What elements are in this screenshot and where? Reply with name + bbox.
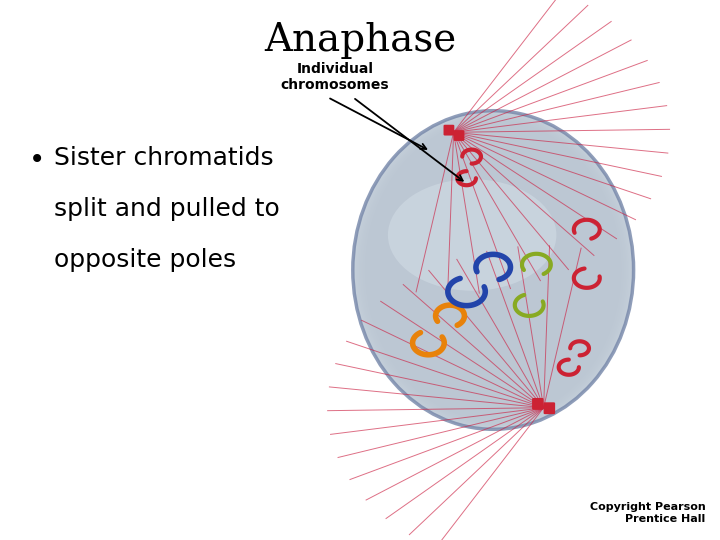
Ellipse shape <box>358 114 629 426</box>
Ellipse shape <box>354 112 632 428</box>
Ellipse shape <box>356 113 630 427</box>
Text: •: • <box>29 146 45 174</box>
Ellipse shape <box>388 179 557 291</box>
Ellipse shape <box>355 112 631 428</box>
Ellipse shape <box>361 117 626 423</box>
Text: Copyright Pearson
Prentice Hall: Copyright Pearson Prentice Hall <box>590 502 706 524</box>
Ellipse shape <box>366 120 621 420</box>
Ellipse shape <box>361 117 625 423</box>
Ellipse shape <box>356 113 630 427</box>
Ellipse shape <box>358 114 629 426</box>
FancyBboxPatch shape <box>532 398 544 410</box>
Ellipse shape <box>363 118 624 422</box>
Ellipse shape <box>359 116 627 424</box>
Ellipse shape <box>364 119 623 421</box>
Text: Anaphase: Anaphase <box>264 22 456 59</box>
Text: split and pulled to: split and pulled to <box>54 197 280 221</box>
FancyBboxPatch shape <box>544 402 555 414</box>
Ellipse shape <box>362 118 624 422</box>
Ellipse shape <box>356 113 631 427</box>
Ellipse shape <box>364 119 622 421</box>
Ellipse shape <box>356 113 631 427</box>
Ellipse shape <box>365 120 621 420</box>
Text: Sister chromatids: Sister chromatids <box>54 146 274 170</box>
Ellipse shape <box>360 116 626 424</box>
Text: Individual
chromosomes: Individual chromosomes <box>281 62 389 92</box>
Ellipse shape <box>362 118 624 422</box>
Text: opposite poles: opposite poles <box>54 248 236 272</box>
Ellipse shape <box>365 120 621 420</box>
Ellipse shape <box>354 112 632 428</box>
Ellipse shape <box>361 117 626 423</box>
FancyBboxPatch shape <box>444 125 454 136</box>
FancyBboxPatch shape <box>454 130 464 141</box>
Ellipse shape <box>359 115 628 425</box>
Ellipse shape <box>364 119 622 421</box>
Ellipse shape <box>357 114 629 426</box>
Ellipse shape <box>359 115 628 425</box>
Ellipse shape <box>363 118 624 422</box>
Ellipse shape <box>353 111 634 429</box>
Ellipse shape <box>360 116 626 424</box>
Ellipse shape <box>354 111 633 429</box>
Ellipse shape <box>354 111 633 429</box>
